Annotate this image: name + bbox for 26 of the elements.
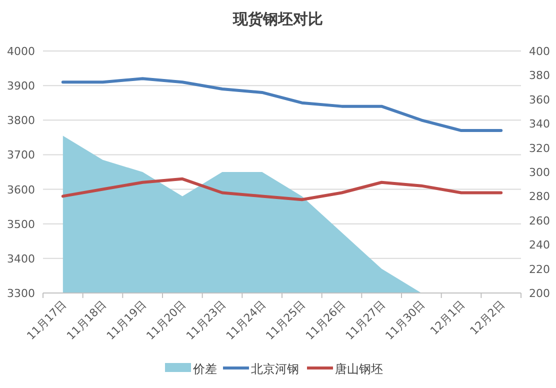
y2tick: 380 bbox=[529, 69, 550, 82]
ytick: 4000 bbox=[7, 45, 35, 58]
y2tick: 260 bbox=[529, 214, 550, 228]
y2tick: 400 bbox=[529, 45, 550, 58]
ytick: 3800 bbox=[7, 114, 35, 128]
y2tick: 300 bbox=[529, 166, 550, 179]
y2tick: 360 bbox=[529, 93, 550, 106]
title: 现货钢坯对比 bbox=[233, 10, 323, 28]
ytick: 3500 bbox=[7, 218, 35, 231]
y2tick: 340 bbox=[529, 118, 550, 131]
y2tick: 280 bbox=[529, 190, 550, 204]
xtick: 12月2日 bbox=[468, 298, 508, 338]
xtick: 11月30日 bbox=[383, 298, 428, 342]
y2tick: 240 bbox=[529, 238, 550, 252]
legend-label: 北京河钢 bbox=[251, 362, 299, 376]
ytick: 3400 bbox=[7, 252, 35, 266]
ytick: 3700 bbox=[7, 148, 35, 162]
y2tick: 200 bbox=[529, 287, 550, 300]
xtick: 12月1日 bbox=[428, 298, 468, 338]
ytick: 3600 bbox=[7, 183, 35, 196]
legend-label: 唐山钢坯 bbox=[335, 362, 383, 376]
ytick: 3300 bbox=[7, 287, 35, 300]
legend-label: 价差 bbox=[192, 362, 217, 376]
y2tick: 220 bbox=[529, 262, 550, 276]
ytick: 3900 bbox=[7, 80, 35, 93]
y2tick: 320 bbox=[529, 142, 550, 155]
